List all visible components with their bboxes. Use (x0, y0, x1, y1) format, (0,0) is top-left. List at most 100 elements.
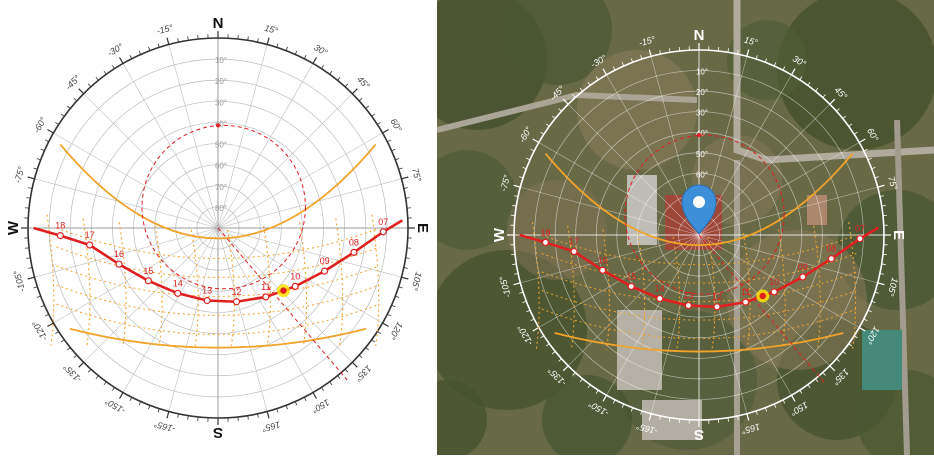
left-ring-tick (61, 114, 64, 116)
left-ring-tick (88, 369, 91, 372)
left-azimuth-label: 120° (387, 320, 405, 341)
left-analemma-curve (336, 219, 343, 346)
left-ring-tick (377, 331, 380, 333)
left-ring-tick (167, 412, 169, 419)
left-ring-tick (377, 122, 380, 124)
left-azimuth-label: -120° (30, 319, 50, 343)
left-azimuth-label: 45° (355, 74, 372, 91)
right-hour-marker (800, 274, 806, 280)
left-azimuth-spoke (169, 228, 218, 412)
left-hour-label: 11 (261, 282, 270, 292)
left-azimuth-spoke (218, 94, 352, 228)
left-altitude-label: 60° (215, 162, 227, 171)
left-diagram-group: 10°20°30°40°50°60°70°80°15°30°45°60°75°1… (5, 15, 431, 441)
left-hour-label: 12 (231, 287, 241, 297)
left-compass-west-label: W (5, 220, 22, 235)
left-ring-tick (67, 106, 70, 109)
left-ring-tick (130, 55, 132, 59)
satellite-overlay[interactable]: 10°20°30°40°50°60°70°80°15°30°45°60°75°1… (437, 0, 934, 455)
right-altitude-label: 60° (696, 170, 708, 179)
right-altitude-label: 30° (696, 109, 708, 118)
left-ring-tick (104, 71, 106, 74)
right-hour-marker (828, 256, 834, 262)
left-azimuth-spoke (169, 44, 218, 228)
left-hour-marker (87, 242, 93, 248)
left-ring-tick (304, 55, 306, 59)
left-azimuth-label: -60° (31, 115, 48, 135)
left-compass-south-label: S (213, 424, 223, 441)
right-hour-marker (628, 283, 634, 289)
left-ring-tick (79, 362, 84, 367)
right-altitude-label: 50° (696, 150, 708, 159)
right-altitude-label: 20° (696, 88, 708, 97)
right-zenith-marker (697, 133, 701, 137)
right-compass-north-label: N (694, 27, 705, 44)
left-altitude-label: 30° (215, 98, 227, 107)
right-hour-label: 11 (741, 287, 750, 297)
left-hour-marker (175, 290, 181, 296)
right-hour-label: 17 (569, 237, 579, 247)
left-azimuth-label: 30° (312, 42, 329, 58)
right-hour-label: 16 (598, 255, 608, 265)
left-hour-marker (116, 261, 122, 267)
left-ring-tick (167, 38, 169, 45)
left-ring-tick (28, 177, 35, 179)
left-ring-tick (366, 106, 369, 109)
left-ring-tick (352, 89, 357, 94)
right-sun-marker-icon[interactable] (756, 289, 769, 302)
left-azimuth-label: 150° (310, 397, 331, 415)
left-ring-tick (120, 393, 124, 399)
left-ring-tick (383, 323, 389, 327)
left-hour-label: 09 (320, 256, 330, 266)
left-hour-label: 08 (349, 237, 359, 247)
left-hour-marker (380, 229, 386, 235)
right-sun-core (760, 293, 766, 299)
left-hour-marker (292, 283, 298, 289)
right-hour-marker (685, 303, 691, 309)
left-ring-tick (267, 38, 269, 45)
right-hour-label: 09 (798, 262, 808, 272)
left-ring-tick (313, 393, 317, 399)
left-hour-label: 07 (378, 217, 388, 227)
satellite-map-panel[interactable]: 10°20°30°40°50°60°70°80°15°30°45°60°75°1… (437, 0, 934, 455)
left-ring-tick (79, 89, 84, 94)
left-ring-tick (45, 314, 49, 316)
right-hour-label: 13 (683, 291, 693, 301)
left-sun-marker-icon[interactable] (277, 284, 290, 297)
left-ring-tick (392, 149, 396, 151)
left-compass-east-label: E (414, 223, 431, 233)
left-ring-tick (321, 65, 323, 68)
left-azimuth-label: 15° (263, 23, 279, 36)
left-ring-tick (392, 305, 396, 307)
left-ring-tick (120, 57, 124, 63)
left-azimuth-spoke (218, 179, 402, 228)
left-ring-tick (387, 314, 391, 316)
right-hour-marker (714, 304, 720, 310)
left-azimuth-label: 60° (388, 117, 404, 134)
left-azimuth-spoke (218, 44, 267, 228)
left-ring-tick (47, 130, 53, 134)
left-hour-marker (233, 299, 239, 305)
left-ring-tick (96, 77, 99, 80)
left-ring-tick (267, 412, 269, 419)
left-ring-tick (352, 362, 357, 367)
left-hour-marker (145, 278, 151, 284)
left-ring-tick (372, 114, 375, 116)
left-hour-label: 15 (143, 266, 153, 276)
right-hour-label: 07 (855, 224, 865, 234)
left-hour-label: 17 (85, 230, 95, 240)
left-azimuth-label: -75° (12, 165, 26, 184)
left-ring-tick (304, 397, 306, 401)
left-azimuth-label: -165° (153, 419, 177, 434)
left-ring-tick (295, 402, 297, 406)
left-ring-tick (313, 57, 317, 63)
left-ring-tick (366, 348, 369, 351)
left-ring-tick (295, 51, 297, 55)
left-ring-tick (330, 382, 332, 385)
right-hour-marker (857, 236, 863, 242)
left-azimuth-label: -150° (103, 396, 127, 416)
left-altitude-label: 80° (215, 204, 227, 213)
sun-path-diagram: 10°20°30°40°50°60°70°80°15°30°45°60°75°1… (0, 0, 437, 455)
left-ring-tick (74, 355, 77, 358)
